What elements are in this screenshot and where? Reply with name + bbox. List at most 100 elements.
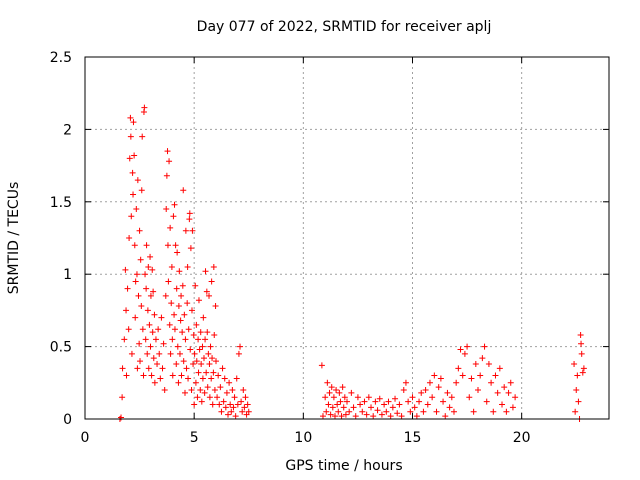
data-point: [144, 350, 151, 357]
data-point: [208, 278, 215, 285]
data-point: [208, 375, 215, 382]
data-point: [126, 155, 133, 162]
data-point: [239, 408, 246, 415]
data-point: [168, 263, 175, 270]
data-point: [197, 387, 204, 394]
data-point: [407, 408, 414, 415]
data-point: [187, 245, 194, 252]
data-point: [204, 384, 211, 391]
data-point: [453, 379, 460, 386]
data-point: [137, 256, 144, 263]
data-point: [137, 358, 144, 365]
data-point: [429, 394, 436, 401]
data-point: [138, 303, 145, 310]
data-point: [167, 350, 174, 357]
y-axis-label: SRMTID / TECUs: [6, 182, 22, 295]
data-point: [337, 398, 344, 405]
data-point: [409, 394, 416, 401]
data-point: [418, 389, 425, 396]
data-point: [133, 271, 140, 278]
y-tick-label: 1: [63, 267, 72, 283]
x-tick-label: 20: [513, 430, 531, 446]
data-point: [512, 394, 519, 401]
data-point: [381, 401, 388, 408]
data-point: [389, 404, 396, 411]
data-point: [174, 249, 181, 256]
data-point: [344, 398, 350, 405]
y-tick-label: 2.5: [50, 50, 72, 66]
data-point: [188, 387, 195, 394]
data-point: [210, 263, 217, 270]
data-point: [181, 389, 188, 396]
data-point: [119, 365, 126, 372]
data-point: [191, 350, 198, 357]
data-point: [234, 401, 241, 408]
data-point: [575, 398, 582, 405]
data-point: [368, 404, 375, 411]
data-point: [124, 285, 131, 292]
y-tick-label: 1.5: [50, 195, 72, 211]
data-point: [185, 375, 192, 382]
data-point: [357, 401, 364, 408]
data-point: [507, 379, 514, 386]
data-point: [324, 379, 331, 386]
data-point: [181, 311, 188, 318]
data-point: [578, 340, 585, 347]
data-point: [145, 365, 152, 372]
data-point: [334, 401, 341, 408]
data-point: [209, 355, 216, 362]
data-point: [503, 408, 510, 415]
data-point: [146, 321, 153, 328]
data-point: [135, 292, 142, 299]
data-point: [450, 408, 457, 415]
y-tick-label: 0.5: [50, 340, 72, 356]
data-point: [392, 395, 399, 402]
data-point: [422, 387, 429, 394]
data-point: [416, 398, 423, 405]
data-point: [218, 408, 225, 415]
data-point: [370, 413, 377, 420]
data-point: [346, 408, 353, 415]
data-point: [572, 408, 579, 415]
data-point: [211, 387, 218, 394]
data-point: [130, 119, 137, 126]
data-point: [189, 227, 196, 234]
data-point: [228, 408, 235, 415]
data-point: [494, 389, 501, 396]
data-point: [455, 365, 462, 372]
data-point: [374, 407, 381, 414]
data-point: [143, 285, 150, 292]
data-point: [579, 369, 586, 376]
data-point: [151, 379, 158, 386]
data-point: [173, 360, 180, 367]
data-point: [191, 401, 198, 408]
data-point: [222, 404, 229, 411]
data-point: [420, 408, 427, 415]
data-point: [163, 172, 170, 179]
data-point: [129, 169, 136, 176]
data-point: [457, 346, 464, 353]
data-point: [151, 311, 158, 318]
y-tick-label: 2: [63, 122, 72, 138]
data-point: [348, 389, 355, 396]
data-point: [231, 394, 238, 401]
data-point: [139, 133, 146, 140]
data-point: [328, 384, 335, 391]
data-point: [233, 375, 240, 382]
data-point: [488, 379, 495, 386]
data-point: [169, 336, 176, 343]
data-point: [160, 340, 167, 347]
data-point: [210, 369, 217, 376]
data-point: [424, 401, 431, 408]
data-point: [192, 379, 199, 386]
data-point: [325, 401, 332, 408]
data-point: [477, 372, 484, 379]
data-point: [444, 389, 451, 396]
data-point: [203, 369, 210, 376]
data-point: [122, 266, 129, 273]
data-point: [125, 326, 132, 333]
data-point: [213, 358, 219, 365]
data-point: [580, 365, 587, 372]
data-point: [466, 394, 473, 401]
data-point: [168, 300, 175, 307]
